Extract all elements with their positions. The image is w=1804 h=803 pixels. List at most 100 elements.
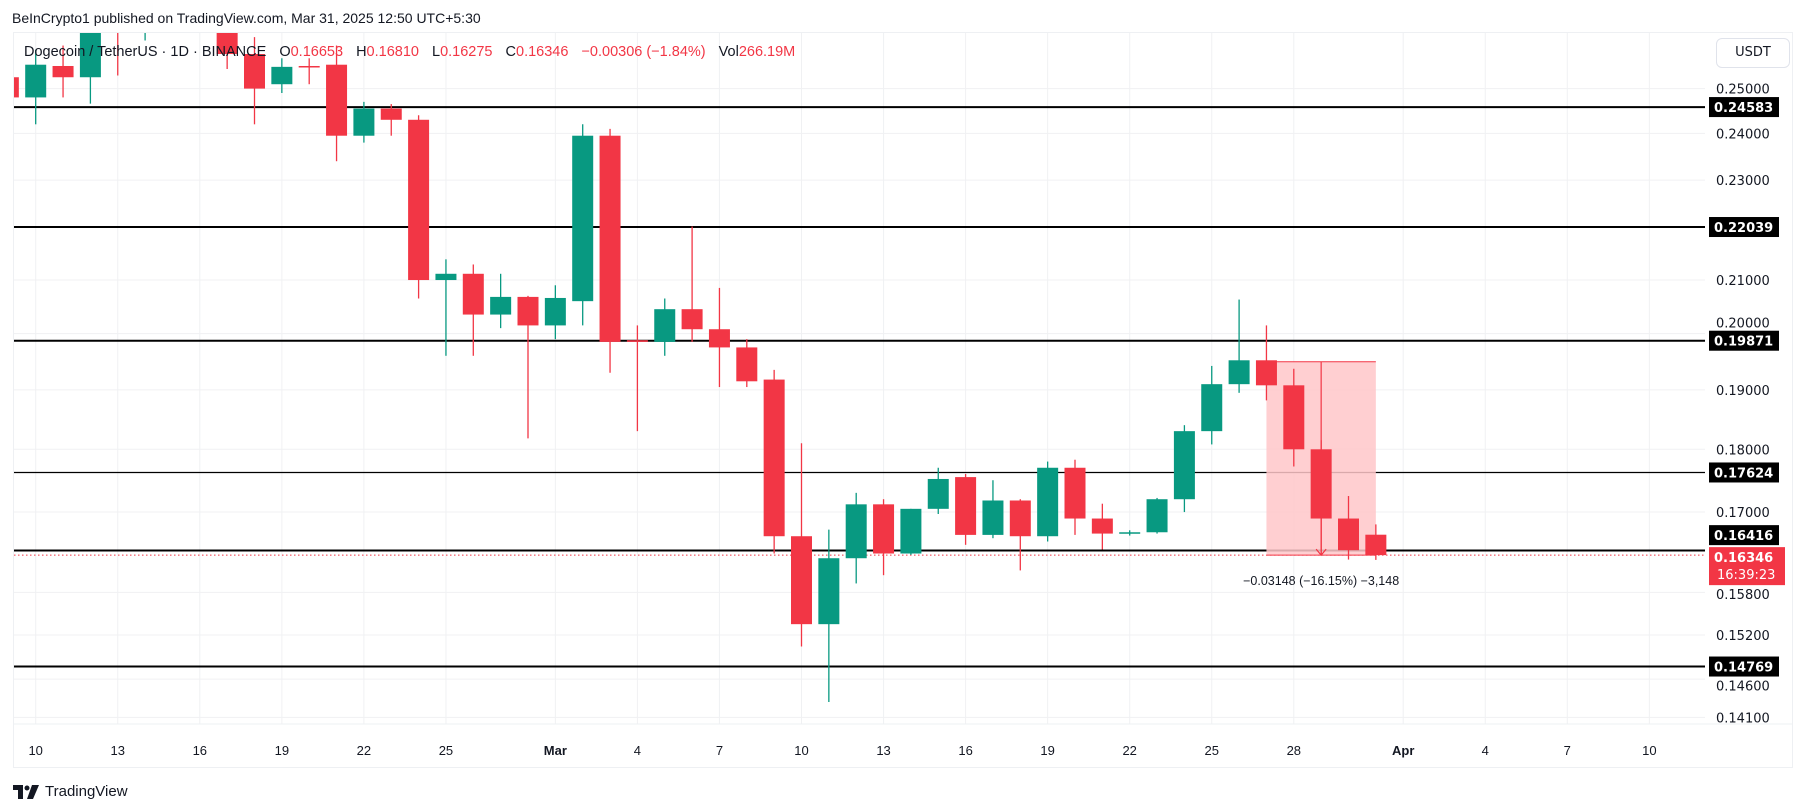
measure-arrow-head-icon: [1315, 548, 1327, 557]
time-tick-label: 25: [1205, 743, 1219, 758]
candle-body: [1037, 467, 1059, 537]
candle-body: [927, 478, 949, 509]
close-label: C: [505, 44, 517, 60]
candle-body: [654, 309, 676, 342]
price-tick-label: 0.21000: [1716, 274, 1770, 289]
level-price-label: 0.14769: [1714, 661, 1773, 676]
close-value: 0.16346: [516, 44, 569, 60]
candle-body: [1255, 360, 1277, 386]
candle: [298, 58, 320, 85]
time-tick-label: 10: [1642, 743, 1656, 758]
candle: [1283, 368, 1305, 467]
candle: [955, 473, 977, 545]
candle-body: [408, 119, 430, 281]
candle: [1338, 496, 1359, 560]
candle: [1146, 497, 1168, 534]
time-axis[interactable]: 10 13 16 19 22 25 Mar 4 7 10 13 16 19 22 25 28 Apr 4 7 10: [28, 743, 1656, 758]
symbol-title: Dogecoin / TetherUS · 1D · BINANCE: [24, 44, 267, 60]
time-tick-label: 22: [1122, 743, 1136, 758]
candle: [544, 285, 566, 340]
level-price-badge: [1709, 656, 1779, 677]
candle-body: [25, 64, 47, 98]
candle: [927, 467, 949, 514]
time-tick-label: 22: [357, 743, 371, 758]
level-price-label: 0.19871: [1714, 335, 1773, 350]
candle-body: [1283, 385, 1305, 450]
candle: [736, 339, 758, 388]
footer-brand-label: TradingView: [45, 783, 128, 800]
candle-body: [326, 64, 348, 136]
candle: [25, 49, 47, 125]
symbol-legend: Dogecoin / TetherUS · 1D · BINANCE O 0.16…: [24, 44, 795, 60]
candle: [326, 45, 348, 162]
candle: [244, 37, 265, 125]
footer-brand[interactable]: TradingView: [13, 783, 128, 800]
time-tick-label: 16: [958, 743, 972, 758]
candle-body: [1228, 360, 1250, 385]
time-tick-label: Mar: [544, 743, 567, 758]
last-price-label: 0.16346: [1714, 551, 1773, 566]
candle: [1091, 503, 1113, 550]
candle: [517, 295, 539, 439]
level-price-label: 0.22039: [1714, 221, 1773, 236]
candles: [14, 0, 1387, 702]
candle: [791, 443, 812, 647]
publisher-line: BeInCrypto1 published on TradingView.com…: [12, 10, 481, 26]
candle-body: [1173, 431, 1195, 500]
open-label: O: [279, 44, 291, 60]
candle-body: [1119, 532, 1141, 534]
level-price-badge: [1709, 217, 1779, 238]
level-price-badge: [1709, 330, 1779, 351]
horizontal-levels: [14, 106, 1705, 668]
time-tick-label: 7: [716, 743, 723, 758]
candle-body: [873, 504, 895, 554]
candle: [408, 115, 430, 299]
candle: [763, 369, 785, 554]
candle: [845, 492, 867, 584]
candle: [52, 45, 74, 98]
candle: [1228, 299, 1250, 393]
level-price-label: 0.17624: [1714, 466, 1773, 481]
bar-countdown-label: 16:39:23: [1717, 568, 1775, 583]
candle-body: [216, 33, 238, 55]
price-axis[interactable]: 0.25000 0.24000 0.23000 0.21000 0.20000 0.190…: [1709, 83, 1785, 727]
candle-body: [1064, 467, 1086, 519]
price-tick-label: 0.20000: [1716, 317, 1770, 332]
candle: [873, 499, 895, 576]
candle-body: [490, 296, 512, 315]
candle-body: [298, 65, 320, 68]
price-tick-label: 0.19000: [1716, 384, 1770, 399]
candle: [1173, 425, 1195, 513]
time-tick-label: 7: [1564, 743, 1571, 758]
candle-body: [681, 309, 703, 330]
candle-body: [982, 500, 1004, 535]
candle-body: [517, 296, 539, 326]
candle-body: [1310, 449, 1332, 519]
candle-body: [845, 504, 867, 559]
candle: [1201, 365, 1223, 445]
level-price-badge: [1709, 462, 1779, 483]
currency-button[interactable]: USDT: [1716, 38, 1790, 68]
candle: [435, 259, 457, 356]
candle: [14, 77, 19, 98]
candle-body: [244, 54, 265, 89]
price-tick-label: 0.23000: [1716, 174, 1770, 189]
candle-body: [818, 558, 840, 625]
price-tick-label: 0.18000: [1716, 443, 1770, 458]
time-tick-label: 10: [794, 743, 808, 758]
candle-body: [708, 329, 730, 348]
high-value: 0.16810: [366, 44, 419, 60]
candle: [1009, 499, 1031, 571]
candle-body: [791, 536, 812, 625]
volume-label: Vol: [718, 44, 739, 60]
price-tick-label: 0.14600: [1716, 680, 1770, 695]
price-tick-label: 0.25000: [1716, 83, 1770, 98]
candle: [572, 124, 594, 326]
candle-body: [162, 4, 183, 20]
candle-body: [271, 66, 293, 85]
candle-body: [107, 29, 128, 33]
candle: [162, 0, 183, 29]
level-price-label: 0.16416: [1714, 529, 1773, 544]
candle: [1037, 461, 1059, 542]
